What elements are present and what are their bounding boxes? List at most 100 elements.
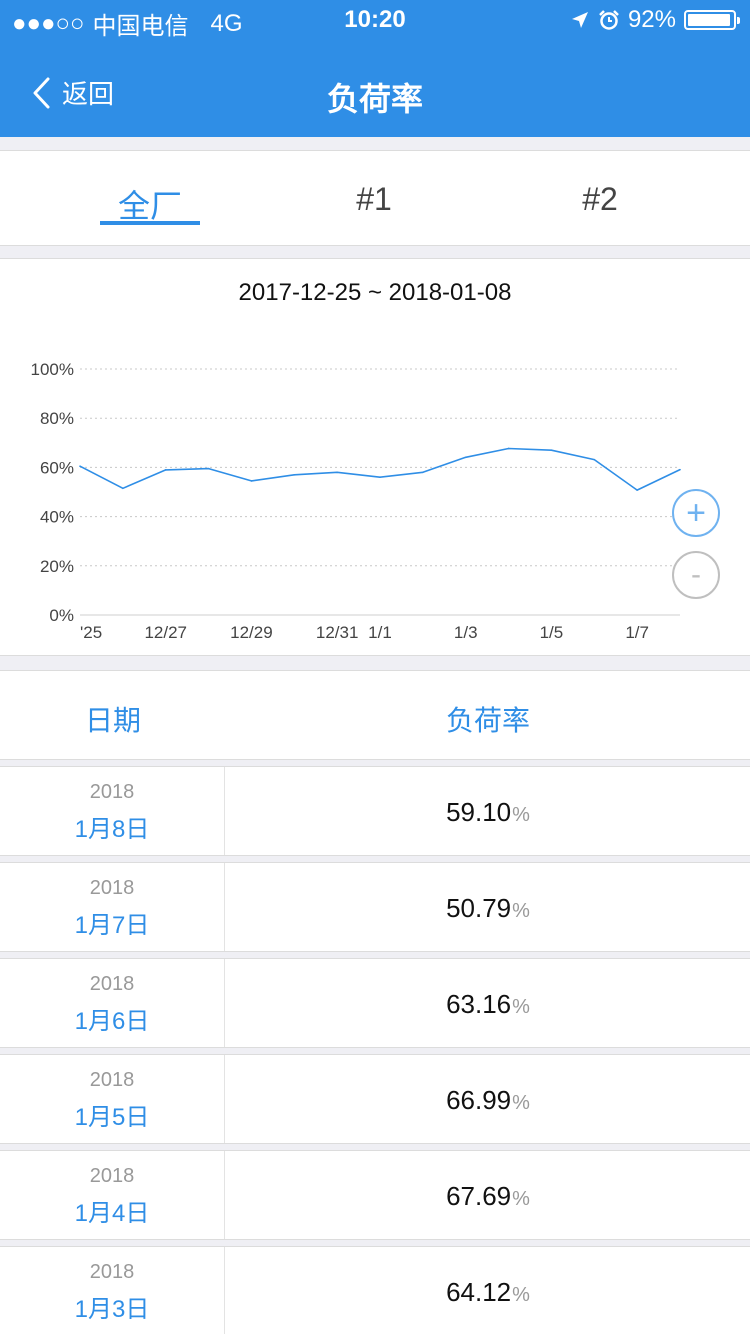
date-cell: 2018 1月6日: [0, 959, 225, 1047]
row-value-cell: 63.16%: [226, 989, 750, 1020]
data-point: [250, 480, 253, 482]
data-point: [164, 469, 167, 471]
x-tick-label: 12/31: [316, 623, 359, 642]
alarm-icon: [599, 10, 619, 30]
zoom-in-button[interactable]: +: [672, 489, 720, 537]
row-day: 1月6日: [74, 1008, 150, 1035]
date-cell: 2018 1月4日: [0, 1151, 225, 1239]
table-row[interactable]: 2018 1月3日 64.12%: [0, 1246, 750, 1334]
active-tab-indicator: [100, 221, 200, 225]
tab-unit-1[interactable]: #1: [356, 181, 392, 217]
row-value: 66.99: [446, 1085, 512, 1115]
row-value: 63.16: [446, 989, 512, 1019]
status-bar: ●●●○○ 中国电信 4G 10:20 92%: [0, 0, 750, 40]
data-point: [122, 487, 124, 490]
row-value-cell: 67.69%: [226, 1181, 750, 1212]
data-point: [464, 456, 467, 459]
y-tick-label: 0%: [49, 606, 74, 625]
page-title: 负荷率: [326, 81, 423, 117]
row-value: 50.79: [446, 893, 512, 923]
data-point: [207, 467, 210, 470]
row-value: 59.10: [446, 797, 512, 827]
x-tick-label: 1/7: [625, 623, 649, 642]
series-line: [79, 447, 681, 491]
chevron-left-icon: [33, 77, 50, 108]
row-unit: %: [512, 1284, 530, 1306]
y-tick-label: 100%: [31, 360, 74, 379]
network-type: 4G: [210, 9, 243, 37]
status-left: ●●●○○ 中国电信 4G: [12, 6, 243, 41]
x-tick-label: 12/29: [230, 623, 273, 642]
data-point: [636, 489, 638, 491]
x-tick-label: 1/3: [454, 623, 478, 642]
data-point: [293, 473, 296, 476]
row-year: 2018: [89, 1165, 135, 1187]
row-value: 64.12: [446, 1277, 512, 1307]
row-unit: %: [512, 900, 530, 922]
chart-date-range: 2017-12-25 ~ 2018-01-08: [238, 279, 512, 306]
data-point: [507, 447, 510, 450]
x-tick-label: 1/1: [368, 623, 392, 642]
x-tick-label: 1/5: [540, 623, 564, 642]
data-point: [79, 465, 81, 467]
date-cell: 2018 1月5日: [0, 1055, 225, 1143]
y-tick-label: 80%: [40, 409, 74, 428]
date-cell: 2018 1月7日: [0, 863, 225, 951]
row-year: 2018: [89, 781, 135, 803]
row-value-cell: 50.79%: [226, 893, 750, 924]
zoom-out-button[interactable]: -: [672, 551, 720, 599]
row-unit: %: [512, 996, 530, 1018]
data-point: [550, 449, 553, 452]
signal-strength: ●●●○○: [12, 9, 85, 37]
row-value-cell: 66.99%: [226, 1085, 750, 1116]
x-tick-label: '25: [80, 623, 102, 642]
back-label: 返回: [62, 79, 115, 109]
row-day: 1月4日: [74, 1200, 150, 1227]
battery-percent: 92%: [627, 6, 676, 33]
data-point: [422, 471, 424, 474]
x-tick-label: 12/27: [144, 623, 187, 642]
table-row[interactable]: 2018 1月5日 66.99%: [0, 1054, 750, 1144]
row-year: 2018: [89, 1069, 135, 1091]
table-row[interactable]: 2018 1月6日 63.16%: [0, 958, 750, 1048]
row-year: 2018: [89, 973, 135, 995]
chart-card: 2017-12-25 ~ 2018-01-08: [0, 258, 750, 656]
row-year: 2018: [89, 1261, 135, 1283]
table-row[interactable]: 2018 1月7日 50.79%: [0, 862, 750, 952]
row-value: 67.69: [446, 1181, 512, 1211]
date-cell: 2018 1月3日: [0, 1247, 225, 1334]
navigation-bar: 返回 负荷率: [0, 40, 750, 137]
carrier-name: 中国电信: [92, 13, 189, 40]
date-cell: 2018 1月8日: [0, 767, 225, 855]
y-tick-label: 40%: [40, 508, 74, 527]
row-day: 1月8日: [74, 816, 150, 843]
location-arrow-icon: [571, 12, 588, 28]
tab-unit-2[interactable]: #2: [582, 181, 618, 217]
y-tick-label: 60%: [40, 458, 74, 477]
unit-tabs: 全厂 #1 #2: [0, 150, 750, 246]
row-year: 2018: [89, 877, 135, 899]
row-value-cell: 59.10%: [226, 797, 750, 828]
table-row[interactable]: 2018 1月4日 67.69%: [0, 1150, 750, 1240]
row-unit: %: [512, 1092, 530, 1114]
tab-whole-plant[interactable]: 全厂: [117, 188, 182, 224]
back-button[interactable]: 返回: [30, 74, 114, 111]
row-unit: %: [512, 804, 530, 826]
table-header: 日期 负荷率: [0, 670, 750, 760]
data-point: [379, 476, 381, 479]
load-rate-chart[interactable]: 0% 20% 40% 60% 80% 100% '25 12/27 12/29 12/31 1/1 1…: [0, 0, 750, 660]
row-day: 1月5日: [74, 1104, 150, 1131]
battery-icon: [684, 10, 740, 30]
data-point: [336, 471, 338, 474]
row-day: 1月7日: [74, 912, 150, 939]
status-time: 10:20: [344, 6, 406, 33]
header-load-rate: 负荷率: [445, 705, 530, 736]
header-date: 日期: [84, 705, 141, 736]
y-tick-label: 20%: [40, 557, 74, 576]
table-row[interactable]: 2018 1月8日 59.10%: [0, 766, 750, 856]
data-point: [679, 468, 681, 471]
row-value-cell: 64.12%: [226, 1277, 750, 1308]
data-point: [593, 458, 596, 461]
row-unit: %: [512, 1188, 530, 1210]
status-right: 92%: [570, 6, 740, 34]
